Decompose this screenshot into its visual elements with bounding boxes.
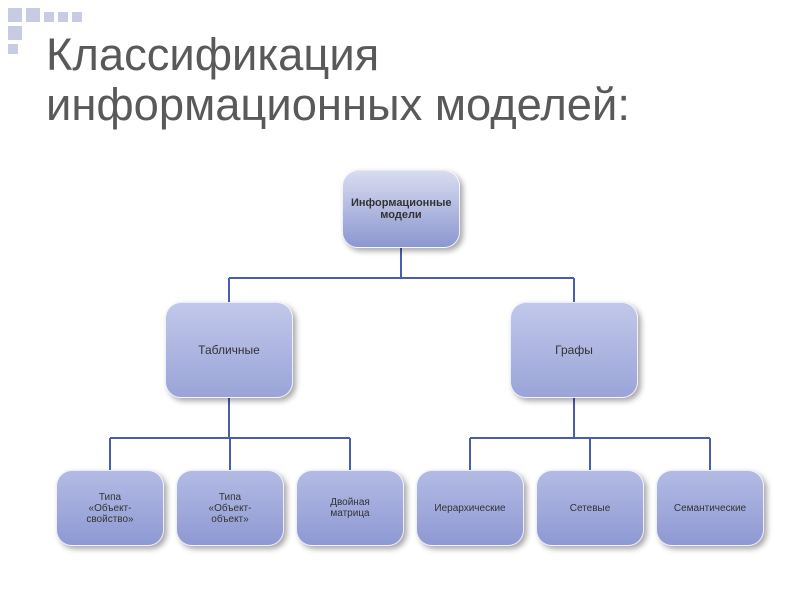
node-root: Информационныемодели xyxy=(342,170,460,248)
decor-square xyxy=(58,12,68,22)
node-label: Двойнаяматрица xyxy=(305,497,395,519)
node-label: Типа«Объект-свойство» xyxy=(65,492,155,525)
node-leaf3: Двойнаяматрица xyxy=(296,470,404,546)
node-label: Семантические xyxy=(665,503,755,514)
page-title: Классификация информационных моделей: xyxy=(46,30,630,130)
decor-square xyxy=(8,26,22,40)
title-line-1: Классификация xyxy=(46,29,379,80)
decor-square xyxy=(72,12,82,22)
node-label: Табличные xyxy=(174,343,284,357)
title-line-2: информационных моделей: xyxy=(46,79,630,130)
node-tab: Табличные xyxy=(165,302,293,398)
decor-square xyxy=(44,12,54,22)
decor-square xyxy=(8,44,18,54)
decor-square xyxy=(8,8,22,22)
decor-square xyxy=(26,8,40,22)
page: Классификация информационных моделей: Ин… xyxy=(0,0,800,600)
node-leaf4: Иерархические xyxy=(416,470,524,546)
node-label: Иерархические xyxy=(425,503,515,514)
node-leaf5: Сетевые xyxy=(536,470,644,546)
node-graph: Графы xyxy=(510,302,638,398)
node-label: Графы xyxy=(519,343,629,357)
node-label: Сетевые xyxy=(545,503,635,514)
hierarchy-diagram: Информационныемодели Табличные Графы Типа«О… xyxy=(0,170,800,590)
node-leaf2: Типа«Объект-объект» xyxy=(176,470,284,546)
node-leaf1: Типа«Объект-свойство» xyxy=(56,470,164,546)
node-label: Типа«Объект-объект» xyxy=(185,492,275,525)
node-label: Информационныемодели xyxy=(351,197,451,221)
node-leaf6: Семантические xyxy=(656,470,764,546)
